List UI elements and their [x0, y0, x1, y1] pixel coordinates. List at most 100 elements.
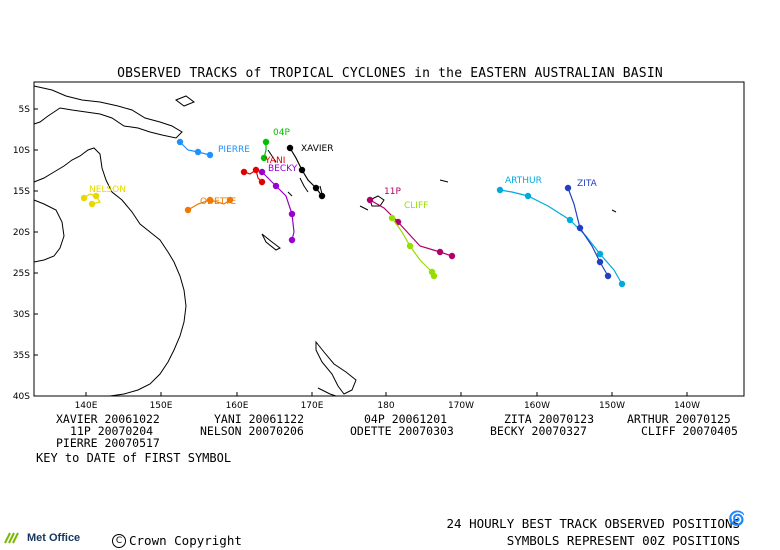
- track-position-p04: [262, 138, 270, 146]
- lat-label-15s: 15S: [13, 187, 30, 197]
- footer-line-2: SYMBOLS REPRESENT 00Z POSITIONS: [506, 533, 740, 548]
- track-position-arthur: [618, 280, 626, 288]
- lat-label-25s: 25S: [13, 269, 30, 279]
- lat-axis: 5S 10S 15S 20S 25S 30S 35S 40S: [13, 105, 38, 402]
- lon-label-180: 180: [377, 401, 394, 411]
- track-position-cliff: [388, 214, 396, 222]
- track-position-nelson: [92, 192, 100, 200]
- track-position-arthur: [566, 216, 574, 224]
- coastlines: [33, 85, 617, 397]
- track-position-pierre: [194, 148, 202, 156]
- footer-line-1: 24 HOURLY BEST TRACK OBSERVED POSITIONS: [446, 516, 741, 531]
- cyclone-symbol-icon: 🌀: [728, 511, 746, 527]
- track-position-zita: [596, 258, 604, 266]
- lon-label-150w: 150W: [599, 401, 625, 411]
- new-caledonia-coast: [261, 233, 281, 251]
- storm-label-xavier: XAVIER: [301, 144, 334, 154]
- storm-tracks: [80, 138, 626, 288]
- track-position-p11: [366, 196, 374, 204]
- legend-column-5: ARTHUR 20070125 CLIFF 20070405: [627, 413, 738, 437]
- lat-label-40s: 40S: [13, 392, 30, 402]
- legend-column-3: 04P 20061201 ODETTE 20070303: [350, 413, 454, 437]
- track-position-odette: [206, 196, 214, 204]
- new-britain-coast: [174, 95, 196, 107]
- track-position-xavier: [318, 192, 326, 200]
- storm-label-odette: ODETTE: [200, 197, 237, 207]
- legend-column-1: XAVIER 20061022 11P 20070204 PIERRE 2007…: [56, 413, 160, 449]
- storm-labels: NELSON PIERRE ODETTE YANI BECKY 04P XAVI…: [89, 128, 598, 211]
- track-position-yani: [240, 168, 248, 176]
- storm-label-11p: 11P: [384, 187, 401, 197]
- track-position-zita: [604, 272, 612, 280]
- legend-item-yani: YANI 20061122: [214, 412, 305, 426]
- track-position-arthur: [524, 192, 532, 200]
- new-zealand-south-coast: [317, 387, 337, 397]
- track-position-xavier: [312, 184, 320, 192]
- lat-label-5s: 5S: [19, 105, 31, 115]
- storm-label-becky: BECKY: [268, 164, 298, 174]
- legend-item-nelson: NELSON 20070206: [200, 424, 304, 438]
- lon-label-150e: 150E: [150, 401, 173, 411]
- storm-label-arthur: ARTHUR: [505, 176, 542, 186]
- track-position-zita: [576, 224, 584, 232]
- new-zealand-north-coast: [315, 340, 357, 395]
- australia-coast: [33, 147, 187, 397]
- track-position-xavier: [286, 144, 294, 152]
- lon-label-140w: 140W: [674, 401, 700, 411]
- track-position-nelson: [80, 194, 88, 202]
- fiji-coast: [369, 195, 385, 207]
- copyright: C Crown Copyright: [112, 533, 242, 548]
- legend-item-xavier: XAVIER 20061022: [56, 412, 160, 426]
- track-becky: [261, 171, 295, 241]
- legend-item-04p: 04P 20061201: [364, 412, 448, 426]
- track-position-pierre: [176, 138, 184, 146]
- track-position-xavier: [298, 166, 306, 174]
- track-position-cliff: [406, 242, 414, 250]
- storm-label-pierre: PIERRE: [218, 145, 250, 155]
- legend-item-pierre: PIERRE 20070517: [56, 436, 160, 450]
- gulf-coast: [33, 199, 65, 263]
- copyright-icon: C: [112, 533, 126, 548]
- legend-item-odette: ODETTE 20070303: [350, 424, 454, 438]
- track-position-zita: [564, 184, 572, 192]
- met-office-logo-icon: [4, 532, 19, 544]
- track-position-arthur: [596, 250, 604, 258]
- legend-item-becky: BECKY 20070327: [490, 424, 587, 438]
- lat-label-20s: 20S: [13, 228, 30, 238]
- track-position-yani: [258, 178, 266, 186]
- lat-label-10s: 10S: [13, 146, 30, 156]
- track-position-yani: [252, 166, 260, 174]
- lon-label-170e: 170E: [301, 401, 324, 411]
- storm-label-04p: 04P: [273, 128, 290, 138]
- track-position-becky: [272, 182, 280, 190]
- track-position-becky: [288, 210, 296, 218]
- track-position-odette: [184, 206, 192, 214]
- track-position-p04: [260, 154, 268, 162]
- track-position-cliff: [430, 272, 438, 280]
- track-position-pierre: [206, 151, 214, 159]
- storm-label-zita: ZITA: [577, 179, 598, 189]
- met-office-text: Met Office: [27, 532, 81, 544]
- track-position-becky: [288, 236, 296, 244]
- lat-label-30s: 30S: [13, 310, 30, 320]
- storm-label-nelson: NELSON: [89, 185, 126, 195]
- lon-label-170w: 170W: [448, 401, 474, 411]
- legend-column-2: YANI 20061122 NELSON 20070206: [200, 413, 304, 437]
- legend-item-cliff: CLIFF 20070405: [641, 424, 738, 438]
- legend-item-11p: 11P 20070204: [70, 424, 154, 438]
- lon-label-160e: 160E: [226, 401, 249, 411]
- track-position-p11: [448, 252, 456, 260]
- track-position-arthur: [496, 186, 504, 194]
- copyright-text: Crown Copyright: [129, 533, 242, 548]
- storm-label-cliff: CLIFF: [404, 201, 428, 211]
- new-guinea-coast: [33, 85, 183, 139]
- track-position-nelson: [88, 200, 96, 208]
- map-frame: [33, 81, 745, 397]
- map-title: OBSERVED TRACKS of TROPICAL CYCLONES in …: [117, 66, 663, 81]
- track-pierre: [179, 141, 211, 156]
- lon-axis: 140E 150E 160E 170E 180 170W 160W 150W 1…: [75, 392, 700, 411]
- storm-label-yani: YANI: [264, 156, 285, 166]
- met-office-logo: Met Office: [4, 532, 80, 544]
- lon-label-140e: 140E: [75, 401, 98, 411]
